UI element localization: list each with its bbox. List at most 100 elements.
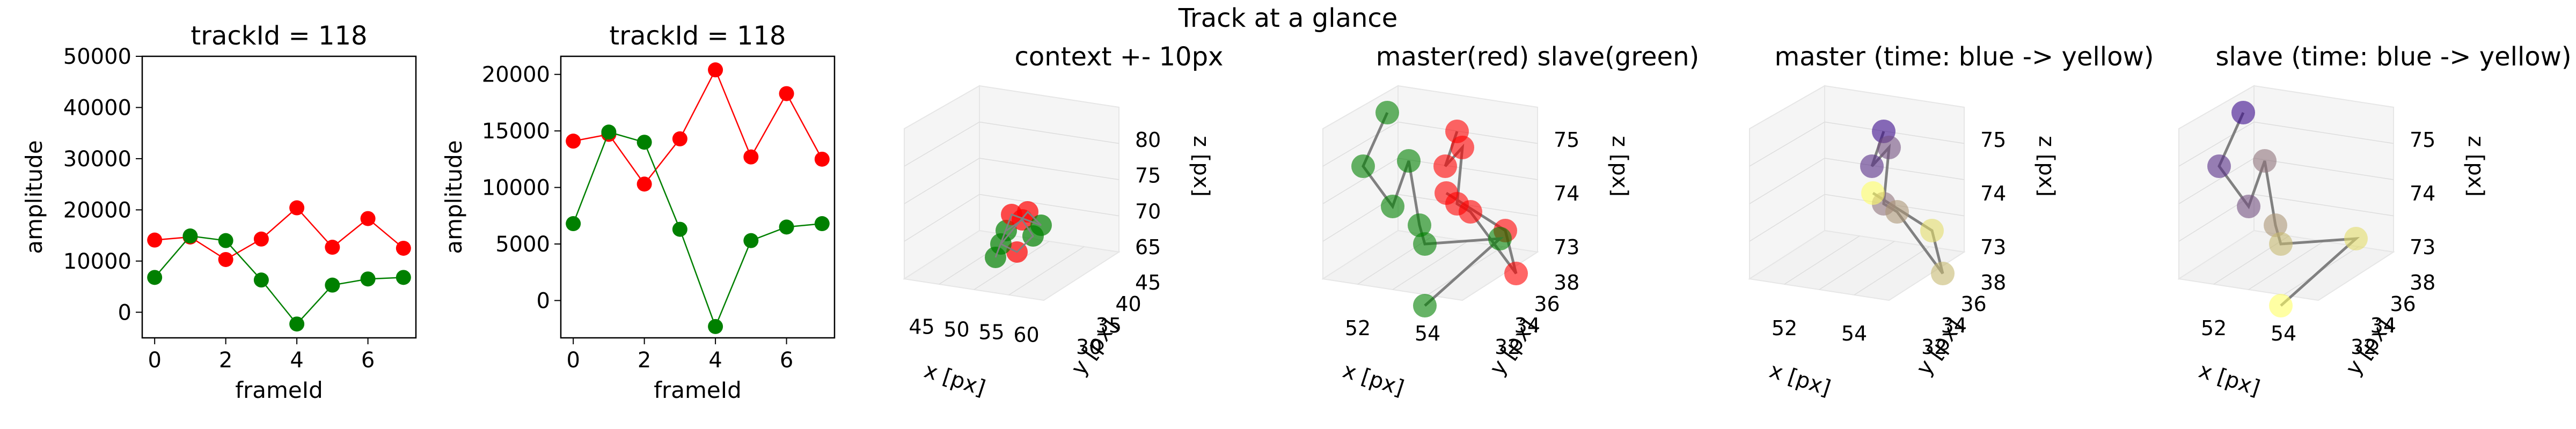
grid-line — [1784, 235, 1860, 285]
line-chart-2: trackId = 118 0 2 4 6 0 5000 10000 15000 20000 fra… — [441, 21, 836, 403]
grid-line — [974, 241, 1050, 290]
y-axis-label: y [px] — [2341, 315, 2397, 380]
data-point — [1435, 181, 1458, 205]
data-point — [2237, 195, 2260, 218]
y-tick-label: 40000 — [63, 95, 131, 120]
data-point — [1397, 149, 1421, 173]
x-tick-label: 2 — [638, 348, 651, 373]
data-point — [2344, 227, 2368, 250]
y-tick-label: 38 — [2410, 271, 2435, 294]
data-point — [289, 316, 305, 332]
data-point — [1861, 181, 1885, 205]
data-point — [1488, 227, 1512, 250]
data-point — [2264, 213, 2287, 237]
data-point — [1459, 200, 1482, 224]
chart-title: trackId = 118 — [609, 21, 786, 51]
data-point — [1920, 219, 1944, 242]
y-tick-label: 36 — [1534, 292, 1560, 316]
data-point — [289, 200, 305, 216]
z-tick-label: 74 — [1554, 182, 1579, 205]
x-tick-label: 52 — [2201, 316, 2227, 340]
y-tick-label: 20000 — [482, 63, 550, 87]
data-point — [1885, 200, 1909, 224]
grid-line — [1749, 194, 1825, 242]
z-tick-label: 75 — [1135, 164, 1161, 188]
data-point — [672, 131, 687, 146]
data-point — [253, 272, 269, 288]
data-point — [1504, 262, 1528, 285]
y-tick-label: 35 — [1096, 314, 1122, 337]
x-tick-label: 4 — [290, 348, 303, 373]
grid-line — [904, 121, 980, 167]
z-tick-label: 80 — [1135, 128, 1161, 152]
x-tick-label: 6 — [361, 348, 375, 373]
data-point — [360, 271, 376, 287]
z-tick-label: 65 — [1135, 235, 1161, 259]
data-point — [1433, 154, 1457, 178]
x-tick-label: 45 — [909, 315, 934, 339]
data-point — [1877, 136, 1901, 159]
data-point — [814, 216, 830, 232]
data-point — [708, 319, 723, 334]
y-axis-label: amplitude — [441, 140, 467, 254]
x-tick-label: 54 — [1841, 322, 1867, 345]
data-point — [1413, 294, 1437, 317]
z-tick-label: 74 — [2410, 182, 2435, 205]
plot-frame — [560, 55, 836, 339]
grid-line — [2248, 241, 2324, 290]
data-point — [147, 270, 163, 285]
grid-line — [1322, 121, 1399, 167]
grid-line — [2178, 121, 2255, 167]
grid-line — [1854, 246, 1930, 295]
data-point — [1381, 195, 1404, 218]
x-axis-label: x [px] — [1340, 358, 1407, 401]
data-point — [601, 124, 617, 140]
y-tick-label: 38 — [1980, 271, 2006, 294]
grid-line — [1392, 241, 1468, 290]
x-tick-label: 4 — [708, 348, 722, 373]
y-tick-label: 36 — [2390, 292, 2416, 316]
z-tick-label: 75 — [1980, 128, 2006, 152]
data-point — [636, 135, 652, 150]
grid-line — [2178, 158, 2255, 204]
data-point — [1931, 262, 1955, 285]
data-point — [1413, 232, 1437, 256]
y-tick-label: 15000 — [482, 119, 550, 144]
grid-line — [2253, 121, 2394, 144]
plot-frame — [141, 55, 417, 339]
y-tick-label: 45 — [1135, 271, 1161, 294]
series-line-1 — [573, 68, 823, 186]
data-point — [325, 277, 340, 293]
grid-line — [979, 121, 1119, 144]
data-point — [396, 240, 411, 256]
y-tick-label: 32 — [2351, 335, 2376, 359]
data-point — [360, 211, 376, 226]
x-tick-label: 6 — [780, 348, 793, 373]
grid-line — [1322, 158, 1399, 204]
y-tick-label: 30 — [1076, 335, 1102, 359]
z-tick-label: 73 — [1980, 235, 2006, 259]
x-tick-label: 54 — [1415, 322, 1440, 345]
data-point — [779, 86, 794, 101]
y-axis-label: y [px] — [1066, 315, 1123, 380]
x-tick-label: 50 — [943, 318, 969, 342]
chart-title: context +- 10px — [1015, 42, 1224, 72]
z-axis-label: z [px] — [2034, 136, 2059, 197]
data-point — [743, 233, 759, 248]
scatter3d-chart-3: master (time: blue -> yellow)75747332343… — [1748, 42, 2154, 401]
data-point — [2207, 154, 2231, 178]
y-tick-label: 32 — [1921, 335, 1947, 359]
data-point — [1860, 154, 1884, 178]
y-tick-label: 20000 — [63, 198, 131, 223]
grid-line — [904, 194, 980, 242]
z-tick-label: 74 — [1980, 182, 2006, 205]
z-axis-label: z [px] — [1607, 136, 1632, 197]
chart-title: master(red) slave(green) — [1376, 42, 1699, 72]
data-point — [1375, 101, 1399, 124]
data-point — [2269, 232, 2293, 256]
z-tick-label: 75 — [1554, 128, 1579, 152]
chart-title: trackId = 118 — [191, 21, 367, 51]
grid-line — [2253, 194, 2394, 217]
